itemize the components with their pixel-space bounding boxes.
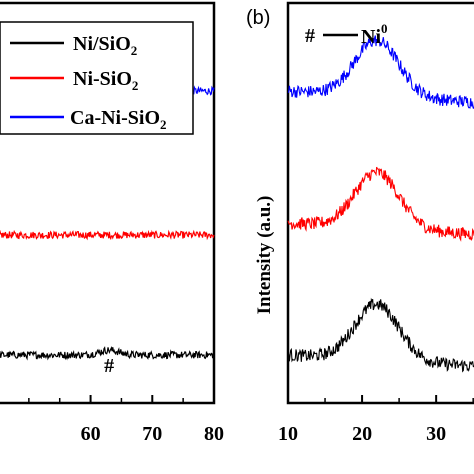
legend-b: # Ni0 xyxy=(305,21,388,48)
legend-a: Ni/SiO2 Ni-SiO2 Ca-Ni-SiO2 xyxy=(0,21,194,135)
legend-b-label: Ni0 xyxy=(361,21,388,48)
x-tick-label-a-0: 60 xyxy=(81,423,101,445)
panel-b-label: (b) xyxy=(246,7,270,29)
panel-b-frame xyxy=(286,1,474,405)
y-axis-label: Intensity (a.u.) xyxy=(254,196,275,315)
legend-label-1: Ni/SiO2 xyxy=(73,33,137,58)
ni-peak-marker: # xyxy=(104,355,114,377)
x-tick-label-b-1: 20 xyxy=(352,423,372,445)
x-tick-label-a-1: 70 xyxy=(142,423,162,445)
series-line-b-2 xyxy=(287,297,474,373)
legend-b-symbol: # xyxy=(305,25,315,47)
x-tick-label-a-2: 80 xyxy=(204,423,224,445)
series-line-a-1 xyxy=(0,229,215,241)
x-tick-label-b-0: 10 xyxy=(278,423,298,445)
panel-b-ticks: 10 20 30 xyxy=(278,395,474,445)
series-line-a-2 xyxy=(0,346,215,361)
panel-a-frame xyxy=(0,1,216,405)
x-tick-label-b-2: 30 xyxy=(426,423,446,445)
legend-label-3: Ca-Ni-SiO2 xyxy=(70,107,167,132)
panel-b-series xyxy=(287,34,474,373)
legend-label-2: Ni-SiO2 xyxy=(73,68,138,93)
series-line-b-1 xyxy=(287,166,474,242)
series-line-b-0 xyxy=(287,34,474,109)
panel-a-ticks: 60 70 80 xyxy=(28,395,224,445)
